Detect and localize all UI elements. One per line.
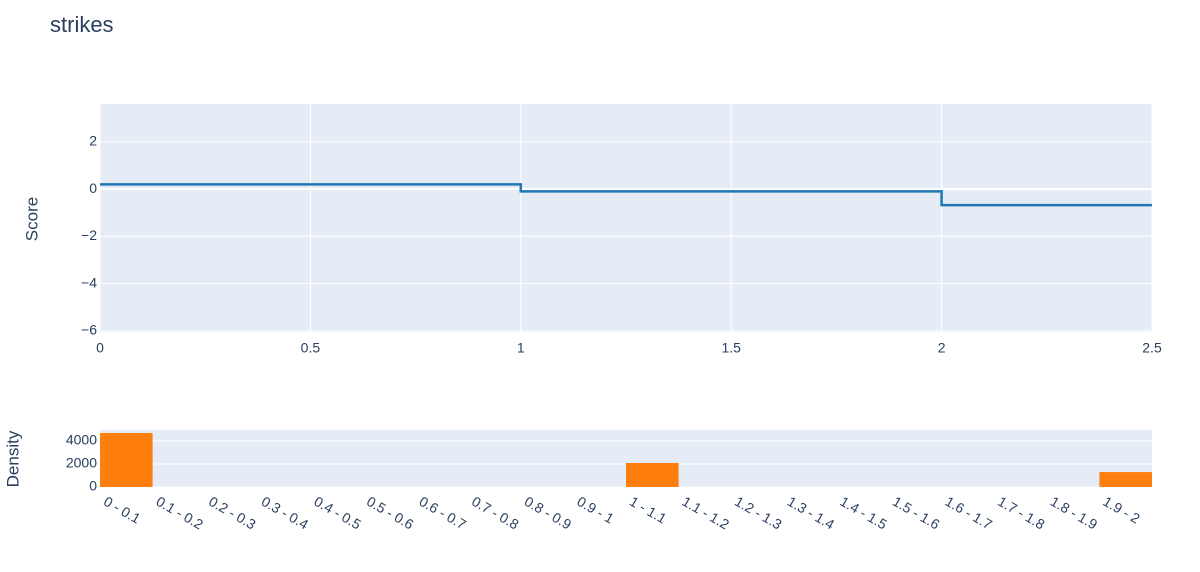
y-axis-label: Score (22, 197, 41, 241)
bar (626, 462, 679, 487)
x-tick-label: 0.1 - 0.2 (154, 493, 207, 533)
x-tick-label: 1 (517, 340, 525, 356)
x-tick-label: 1.7 - 1.8 (995, 493, 1048, 533)
bar (1099, 472, 1152, 487)
x-tick-label: 0.5 - 0.6 (364, 493, 417, 533)
y-axis-label: Density (3, 430, 22, 487)
x-tick-label: 0 - 0.1 (101, 493, 144, 527)
y-tick-label: 4000 (66, 432, 97, 448)
x-tick-label: 0.2 - 0.3 (206, 493, 259, 533)
x-tick-label: 1.5 (721, 340, 741, 356)
x-tick-label: 0.5 (301, 340, 321, 356)
x-tick-label: 1.5 - 1.6 (890, 493, 943, 533)
x-tick-label: 1.6 - 1.7 (943, 493, 996, 533)
y-tick-label: 0 (89, 180, 97, 196)
y-tick-label: −2 (81, 227, 97, 243)
x-tick-label: 2 (938, 340, 946, 356)
x-tick-label: 0.7 - 0.8 (469, 493, 522, 533)
y-tick-label: 0 (89, 478, 97, 494)
x-tick-label: 1.8 - 1.9 (1048, 493, 1101, 533)
y-tick-label: −4 (81, 274, 97, 290)
x-tick-label: 1 - 1.1 (627, 493, 670, 527)
x-tick-label: 1.4 - 1.5 (837, 493, 890, 533)
bar (100, 432, 153, 487)
x-tick-label: 0.8 - 0.9 (522, 493, 575, 533)
x-tick-label: 1.9 - 2 (1100, 493, 1143, 527)
x-tick-label: 1.3 - 1.4 (785, 493, 838, 533)
x-tick-label: 1.2 - 1.3 (732, 493, 785, 533)
y-tick-label: 2000 (66, 455, 97, 471)
x-tick-label: 0.6 - 0.7 (417, 493, 470, 533)
y-tick-label: −6 (81, 322, 97, 338)
x-tick-label: 0.3 - 0.4 (259, 493, 312, 533)
y-tick-label: 2 (89, 133, 97, 149)
chart-title: strikes (50, 12, 114, 37)
x-tick-label: 0.4 - 0.5 (311, 493, 364, 533)
score-line (100, 183, 1152, 207)
x-tick-label: 0.9 - 1 (574, 493, 617, 527)
plot-background (100, 104, 1152, 332)
x-tick-label: 2.5 (1142, 340, 1162, 356)
x-tick-label: 0 (96, 340, 104, 356)
x-tick-label: 1.1 - 1.2 (680, 493, 733, 533)
